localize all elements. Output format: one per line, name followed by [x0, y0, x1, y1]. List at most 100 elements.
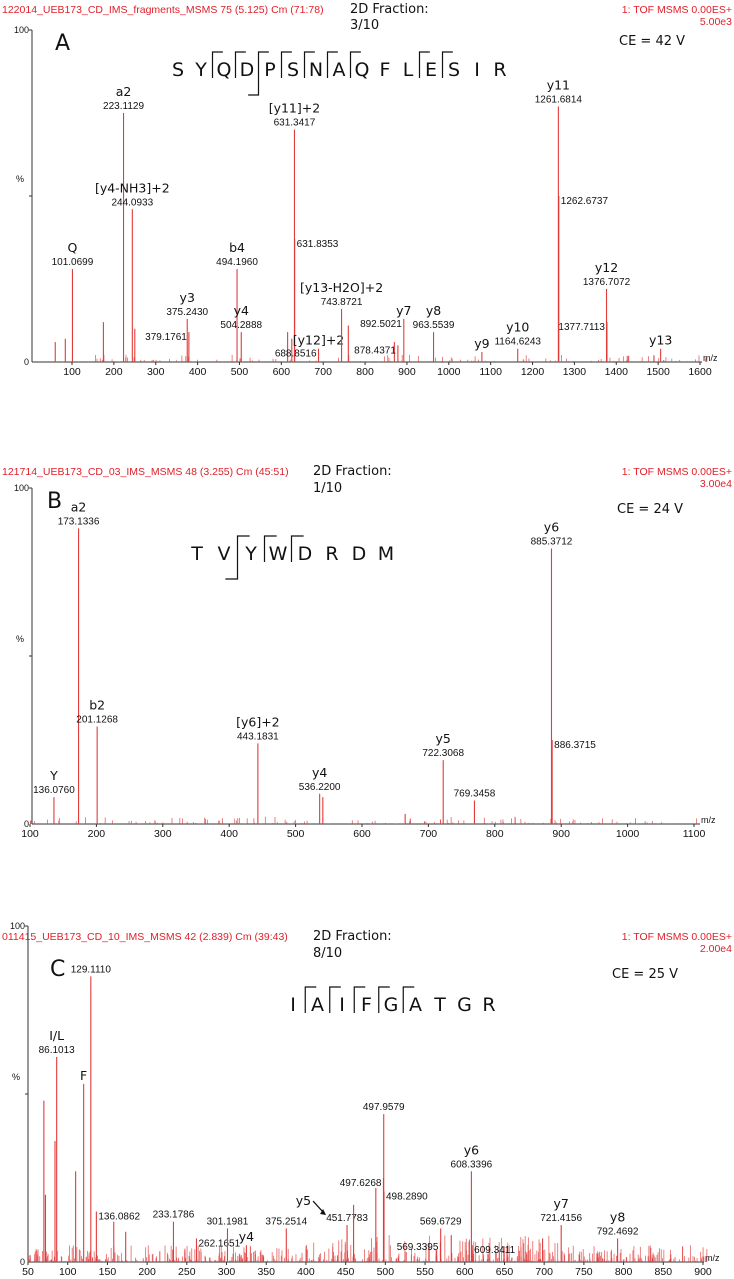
fragment-bracket-y — [280, 51, 292, 78]
peak-ion-label: Q — [68, 240, 78, 255]
peak-ion-label: y7 — [396, 303, 411, 318]
panel-a-header: 122014_UEB173_CD_IMS_fragments_MSMS 75 (… — [2, 2, 732, 56]
sequence-residue: I — [339, 994, 345, 1016]
sequence-residue: D — [298, 543, 313, 565]
peak-ion-label: y8 — [610, 1209, 625, 1224]
panel-c-fraction-label: 2D Fraction: — [313, 929, 392, 944]
y-axis-label: % — [12, 1072, 20, 1082]
x-tick-label: 200 — [138, 1266, 156, 1278]
x-tick-label: 800 — [486, 828, 504, 840]
peak-ion-label: a2 — [71, 499, 87, 514]
peak-mass-label: 743.8721 — [321, 297, 363, 308]
peak-mass-label: 494.1960 — [216, 257, 258, 268]
x-tick-label: 800 — [615, 1266, 633, 1278]
peak-mass-label: 886.3715 — [554, 740, 596, 751]
peak-mass-label: 569.6729 — [420, 1216, 462, 1227]
peak-mass-label: 1261.6814 — [535, 94, 583, 105]
peak-mass-label: 721.4156 — [540, 1213, 582, 1224]
x-tick-label: 300 — [154, 828, 172, 840]
sequence-residue: M — [378, 543, 394, 565]
x-axis-label: m/z — [705, 1253, 720, 1263]
sequence-residue: A — [409, 994, 422, 1016]
sequence-residue: F — [361, 994, 372, 1016]
peak-mass-label: 631.3417 — [274, 118, 316, 129]
peak-mass-label: 136.0760 — [33, 785, 75, 796]
peak-mass-label: 375.2430 — [166, 307, 208, 318]
peak-mass-label: 1376.7072 — [583, 277, 631, 288]
peak-ion-label: y5 — [436, 731, 451, 746]
x-tick-label: 1500 — [646, 366, 670, 378]
peak-ion-label: y8 — [426, 303, 441, 318]
sequence-residue: W — [269, 543, 288, 565]
sequence-residue: Y — [194, 59, 207, 81]
peak-mass-label: 498.2890 — [386, 1191, 428, 1202]
panel-b-fraction-label: 2D Fraction: — [313, 464, 392, 479]
sequence-residue: I — [290, 994, 296, 1016]
panel-a-scale: 5.00e3 — [700, 16, 732, 28]
sequence-residue: E — [425, 59, 437, 81]
sequence-residue: T — [433, 994, 446, 1016]
peak-ion-label: I/L — [49, 1028, 64, 1043]
fragment-bracket-y — [329, 986, 341, 1013]
peak-mass-label: 688.8516 — [275, 349, 317, 360]
peak-ion-label: y3 — [180, 290, 195, 305]
x-axis-label: m/z — [703, 353, 718, 363]
peak-ion-label: y5 — [296, 1193, 311, 1208]
peak-ion-label: y4 — [234, 303, 249, 318]
peak-ion-label: [y4-NH3]+2 — [95, 180, 170, 195]
x-tick-label: 750 — [575, 1266, 593, 1278]
x-tick-label: 700 — [535, 1266, 553, 1278]
x-axis-label: m/z — [701, 815, 716, 825]
peak-mass-label: 497.9579 — [363, 1102, 405, 1113]
peak-mass-label: 223.1129 — [103, 101, 144, 112]
peak-mass-label: 504.2888 — [220, 320, 262, 331]
panel-b-header: 121714_UEB173_CD_03_IMS_MSMS 48 (3.255) … — [2, 464, 732, 517]
sequence-residue: R — [493, 59, 506, 81]
x-tick-label: 400 — [189, 366, 207, 378]
arrow-head-icon — [320, 1209, 327, 1216]
peak-mass-label: 136.0862 — [98, 1212, 140, 1223]
x-tick-label: 500 — [287, 828, 305, 840]
fragment-bracket-y — [326, 51, 338, 78]
x-tick-label: 550 — [416, 1266, 434, 1278]
peak-ion-label: y6 — [544, 519, 559, 534]
peak-mass-label: 769.3458 — [454, 788, 496, 799]
fragment-bracket-y — [263, 535, 277, 562]
x-tick-label: 500 — [231, 366, 249, 378]
peak-mass-label: 375.2514 — [265, 1216, 307, 1227]
panel-a-file: 122014_UEB173_CD_IMS_fragments_MSMS 75 (… — [2, 4, 324, 16]
fragment-bracket-by — [225, 535, 250, 580]
sequence-residue: L — [403, 59, 414, 81]
x-tick-label: 400 — [297, 1266, 315, 1278]
peak-ion-label: y4 — [312, 765, 327, 780]
fragment-bracket-y — [353, 986, 366, 1013]
peak-ion-label: y12 — [595, 260, 618, 275]
sequence-residue: S — [172, 59, 184, 81]
x-tick-label: 400 — [220, 828, 238, 840]
peak-mass-label: 1377.7113 — [558, 322, 605, 333]
y-axis-label: % — [16, 174, 24, 184]
peak-mass-label: 262.1651 — [198, 1238, 240, 1249]
x-tick-label: 1000 — [437, 366, 461, 378]
x-tick-label: 600 — [273, 366, 291, 378]
y-tick-label-100: 100 — [14, 483, 29, 493]
peak-mass-label: 173.1336 — [58, 516, 100, 527]
x-tick-label: 250 — [178, 1266, 196, 1278]
fragment-bracket-y — [303, 51, 315, 78]
x-tick-label: 150 — [99, 1266, 117, 1278]
panel-a-instrument: 1: TOF MSMS 0.00ES+ — [622, 4, 732, 16]
x-tick-label: 900 — [398, 366, 416, 378]
peak-ion-label: F — [80, 1068, 87, 1083]
y-tick-label-0: 0 — [20, 1257, 25, 1267]
x-tick-label: 300 — [147, 366, 165, 378]
x-tick-label: 800 — [356, 366, 374, 378]
peak-mass-label: 792.4692 — [597, 1226, 639, 1237]
fragment-bracket-y — [441, 51, 453, 78]
sequence-residue: G — [384, 994, 399, 1016]
